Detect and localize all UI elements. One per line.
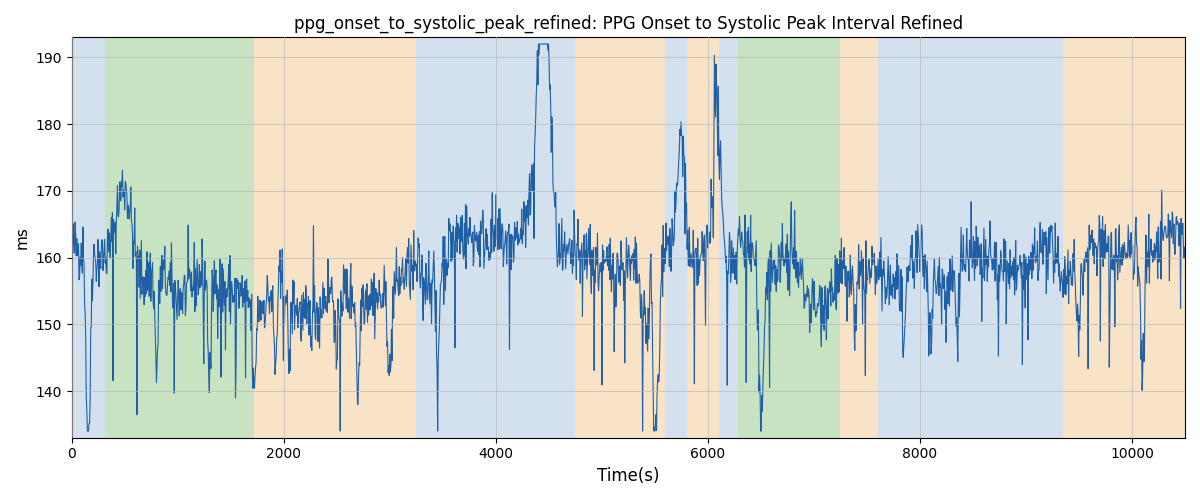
X-axis label: Time(s): Time(s) — [598, 467, 660, 485]
Bar — [1063, 38, 1195, 438]
Bar — [104, 38, 254, 438]
Bar — [738, 38, 840, 438]
Title: ppg_onset_to_systolic_peak_refined: PPG Onset to Systolic Peak Interval Refined: ppg_onset_to_systolic_peak_refined: PPG … — [294, 15, 962, 34]
Bar — [254, 38, 416, 438]
Bar — [877, 38, 1063, 438]
Bar — [575, 38, 666, 438]
Bar — [666, 38, 686, 438]
Y-axis label: ms: ms — [14, 226, 30, 249]
Bar — [719, 38, 738, 438]
Bar — [416, 38, 575, 438]
Bar — [686, 38, 719, 438]
Bar — [72, 38, 104, 438]
Bar — [840, 38, 877, 438]
